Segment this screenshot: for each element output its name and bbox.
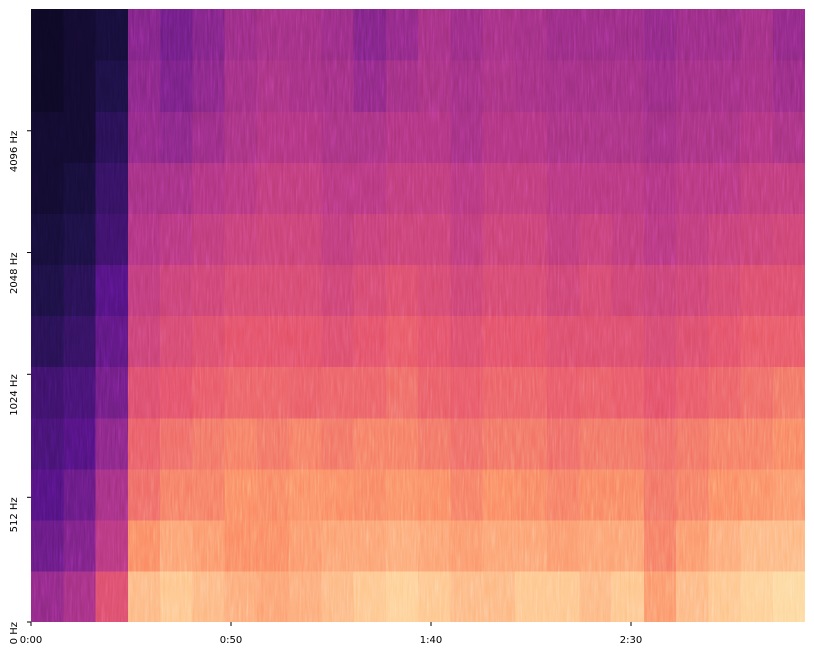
y-tick-label: 2048 Hz — [9, 253, 20, 294]
y-tick-label: 1024 Hz — [9, 374, 20, 415]
y-tick-label: 4096 Hz — [9, 131, 20, 172]
x-tick-label: 0:00 — [20, 635, 42, 646]
axes: 0:00 0:50 1:40 2:30 0 Hz 512 Hz 1024 Hz 2048 Hz… — [9, 130, 642, 646]
y-tick-label: 512 Hz — [9, 497, 20, 532]
y-tick-label: 0 Hz — [9, 622, 20, 644]
texture — [31, 9, 805, 622]
x-tick-label: 2:30 — [620, 635, 642, 646]
x-tick-label: 1:40 — [420, 635, 442, 646]
x-tick-label: 0:50 — [220, 635, 242, 646]
